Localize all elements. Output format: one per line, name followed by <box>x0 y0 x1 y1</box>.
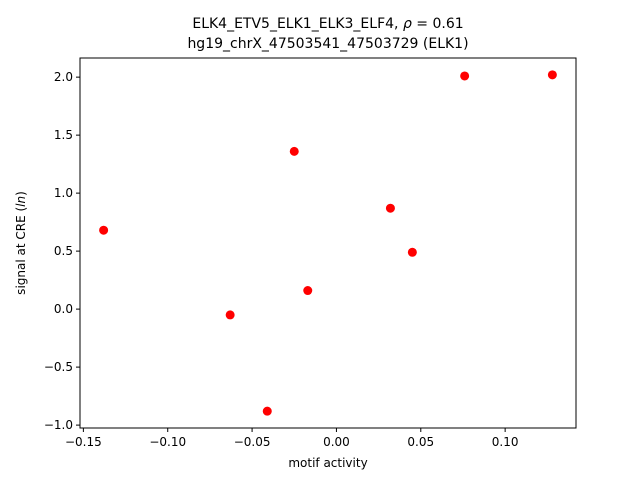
y-tick-label: 0.0 <box>54 302 73 316</box>
y-axis-label-unit: ln <box>14 196 28 207</box>
y-axis-ticks: −1.0 −0.5 0.0 0.5 1.0 1.5 2.0 <box>44 70 80 432</box>
data-point <box>225 310 235 320</box>
chart-title-text: ELK4_ETV5_ELK1_ELK3_ELF4, <box>192 16 403 32</box>
data-point <box>289 146 299 156</box>
data-point <box>99 225 109 235</box>
x-tick-label: 0.05 <box>407 435 434 449</box>
x-tick-label: −0.15 <box>65 435 102 449</box>
data-point <box>547 70 557 80</box>
x-tick-label: −0.10 <box>149 435 186 449</box>
data-point <box>262 406 272 416</box>
y-tick-label: 1.5 <box>54 128 73 142</box>
data-points <box>99 70 557 416</box>
y-axis-label: signal at CRE (ln) <box>14 191 28 295</box>
y-tick-label: 2.0 <box>54 70 73 84</box>
x-axis-label: motif activity <box>288 456 367 470</box>
x-tick-label: 0.10 <box>492 435 519 449</box>
data-point <box>385 203 395 213</box>
y-tick-label: 0.5 <box>54 244 73 258</box>
data-point <box>303 286 313 296</box>
data-point <box>407 247 417 257</box>
x-axis-ticks: −0.15 −0.10 −0.05 0.00 0.05 0.10 <box>65 428 519 449</box>
chart-title: ELK4_ETV5_ELK1_ELK3_ELF4, ρ = 0.61 <box>192 16 463 32</box>
y-axis-label-prefix: signal at CRE ( <box>14 207 28 295</box>
y-tick-label: −1.0 <box>44 418 73 432</box>
y-tick-label: −0.5 <box>44 360 73 374</box>
y-tick-label: 1.0 <box>54 186 73 200</box>
x-tick-label: −0.05 <box>234 435 271 449</box>
rho-symbol: ρ <box>403 16 412 32</box>
x-tick-label: 0.00 <box>323 435 350 449</box>
chart-subtitle: hg19_chrX_47503541_47503729 (ELK1) <box>187 36 468 52</box>
y-axis-label-suffix: ) <box>14 191 28 196</box>
rho-value: = 0.61 <box>412 16 464 32</box>
plot-area <box>79 57 577 429</box>
data-point <box>460 71 470 81</box>
